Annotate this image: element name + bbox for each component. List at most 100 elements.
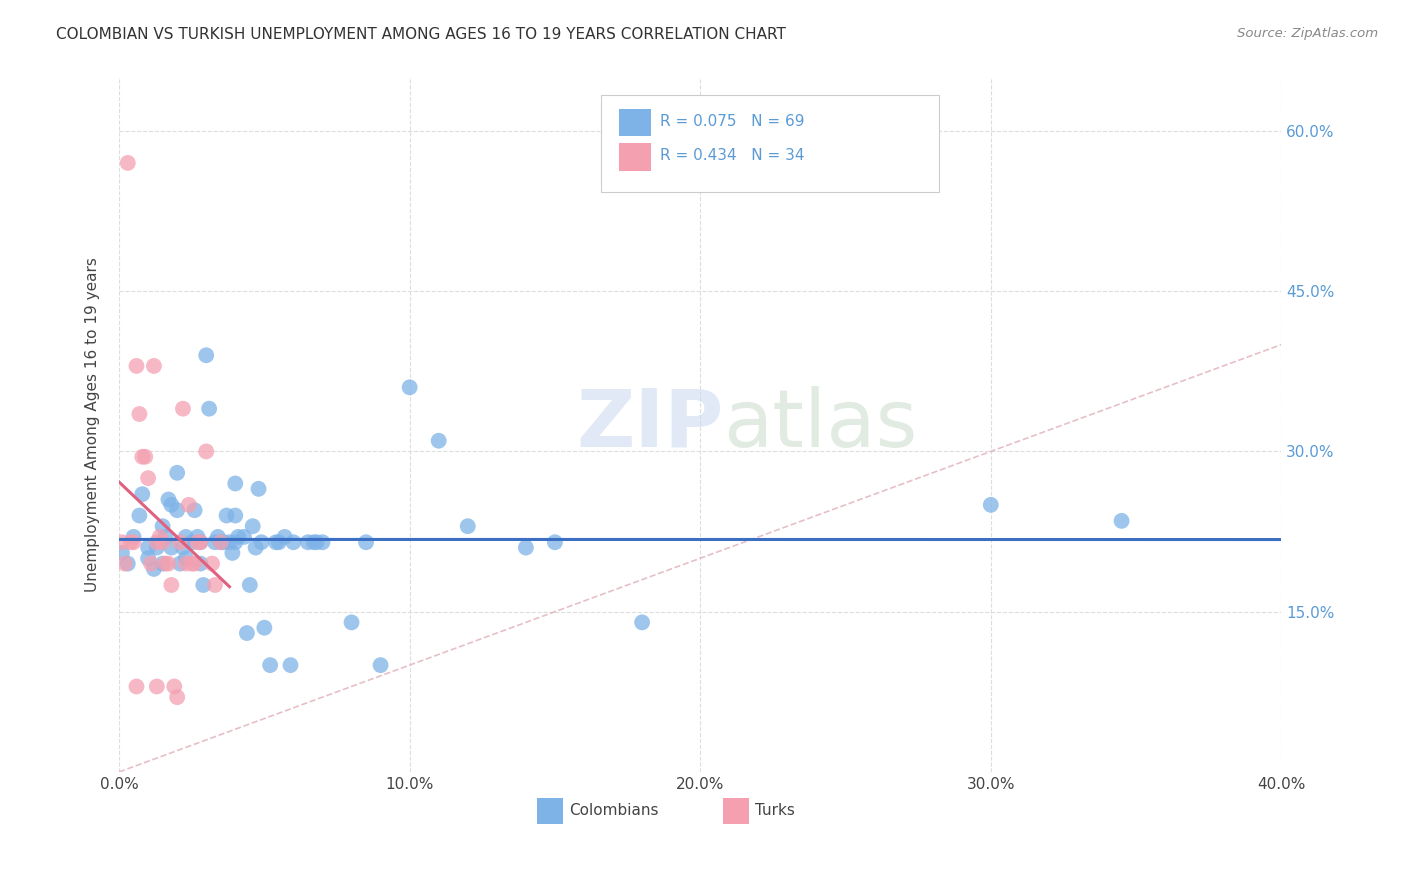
Point bbox=[264, 535, 287, 549]
Point bbox=[283, 535, 305, 549]
Point bbox=[198, 401, 221, 416]
Point bbox=[224, 508, 246, 523]
Point bbox=[242, 519, 264, 533]
Point bbox=[122, 535, 145, 549]
Point bbox=[177, 498, 200, 512]
Point bbox=[114, 557, 136, 571]
Point bbox=[169, 535, 191, 549]
Point bbox=[128, 508, 150, 523]
Point bbox=[174, 557, 197, 571]
Point bbox=[186, 530, 208, 544]
Point bbox=[142, 562, 165, 576]
Point bbox=[157, 492, 180, 507]
Text: Colombians: Colombians bbox=[569, 804, 658, 818]
Point bbox=[250, 535, 273, 549]
Point bbox=[183, 503, 205, 517]
Point bbox=[204, 535, 226, 549]
Point bbox=[302, 535, 325, 549]
Point bbox=[204, 578, 226, 592]
Bar bbox=[619, 109, 651, 136]
Point bbox=[155, 557, 177, 571]
FancyBboxPatch shape bbox=[602, 95, 939, 192]
Point bbox=[980, 498, 1002, 512]
Point bbox=[259, 658, 281, 673]
Point bbox=[111, 535, 134, 549]
Point bbox=[221, 546, 243, 560]
Point bbox=[273, 530, 295, 544]
Point bbox=[131, 450, 153, 464]
Point bbox=[160, 578, 183, 592]
Point bbox=[311, 535, 333, 549]
Point bbox=[152, 519, 174, 533]
Point bbox=[180, 557, 202, 571]
Bar bbox=[724, 797, 749, 824]
Point bbox=[125, 359, 148, 373]
Point bbox=[160, 498, 183, 512]
Point bbox=[233, 530, 256, 544]
Point bbox=[136, 551, 159, 566]
Point bbox=[134, 450, 156, 464]
Point bbox=[169, 557, 191, 571]
Point bbox=[183, 557, 205, 571]
Point bbox=[457, 519, 479, 533]
Text: COLOMBIAN VS TURKISH UNEMPLOYMENT AMONG AGES 16 TO 19 YEARS CORRELATION CHART: COLOMBIAN VS TURKISH UNEMPLOYMENT AMONG … bbox=[56, 27, 786, 42]
Point bbox=[186, 535, 208, 549]
Point bbox=[117, 156, 139, 170]
Point bbox=[224, 535, 246, 549]
Point bbox=[195, 444, 218, 458]
Text: Turks: Turks bbox=[755, 804, 794, 818]
Text: atlas: atlas bbox=[724, 385, 918, 464]
Point bbox=[370, 658, 392, 673]
Point bbox=[120, 535, 142, 549]
Point bbox=[146, 680, 169, 694]
Point bbox=[122, 530, 145, 544]
Y-axis label: Unemployment Among Ages 16 to 19 years: Unemployment Among Ages 16 to 19 years bbox=[86, 257, 100, 592]
Point bbox=[166, 503, 188, 517]
Point bbox=[212, 535, 235, 549]
Point bbox=[125, 680, 148, 694]
Point bbox=[166, 690, 188, 705]
Text: R = 0.434   N = 34: R = 0.434 N = 34 bbox=[659, 148, 804, 163]
Point bbox=[139, 557, 162, 571]
Point bbox=[280, 658, 302, 673]
Point bbox=[136, 471, 159, 485]
Point bbox=[398, 380, 420, 394]
Point bbox=[631, 615, 654, 630]
Point bbox=[163, 680, 186, 694]
Point bbox=[131, 487, 153, 501]
Point bbox=[267, 535, 290, 549]
Point bbox=[190, 535, 212, 549]
Text: ZIP: ZIP bbox=[576, 385, 724, 464]
Point bbox=[544, 535, 567, 549]
Point bbox=[152, 535, 174, 549]
Point bbox=[195, 348, 218, 362]
Point bbox=[236, 626, 259, 640]
Point bbox=[157, 557, 180, 571]
Point bbox=[193, 578, 215, 592]
Point bbox=[215, 508, 238, 523]
Point bbox=[239, 578, 262, 592]
Point bbox=[142, 359, 165, 373]
Point bbox=[146, 535, 169, 549]
Point bbox=[209, 535, 232, 549]
Point bbox=[247, 482, 270, 496]
Point bbox=[1111, 514, 1133, 528]
Point bbox=[136, 541, 159, 555]
Point bbox=[190, 535, 212, 549]
Point bbox=[218, 535, 240, 549]
Bar bbox=[537, 797, 562, 824]
Point bbox=[117, 557, 139, 571]
Point bbox=[190, 557, 212, 571]
Point bbox=[226, 530, 249, 544]
Point bbox=[111, 546, 134, 560]
Point bbox=[146, 541, 169, 555]
Point bbox=[427, 434, 450, 448]
Point bbox=[152, 557, 174, 571]
Point bbox=[515, 541, 537, 555]
Point bbox=[305, 535, 328, 549]
Bar bbox=[619, 144, 651, 171]
Point bbox=[207, 530, 229, 544]
Point bbox=[180, 535, 202, 549]
Point bbox=[149, 530, 172, 544]
Point bbox=[128, 407, 150, 421]
